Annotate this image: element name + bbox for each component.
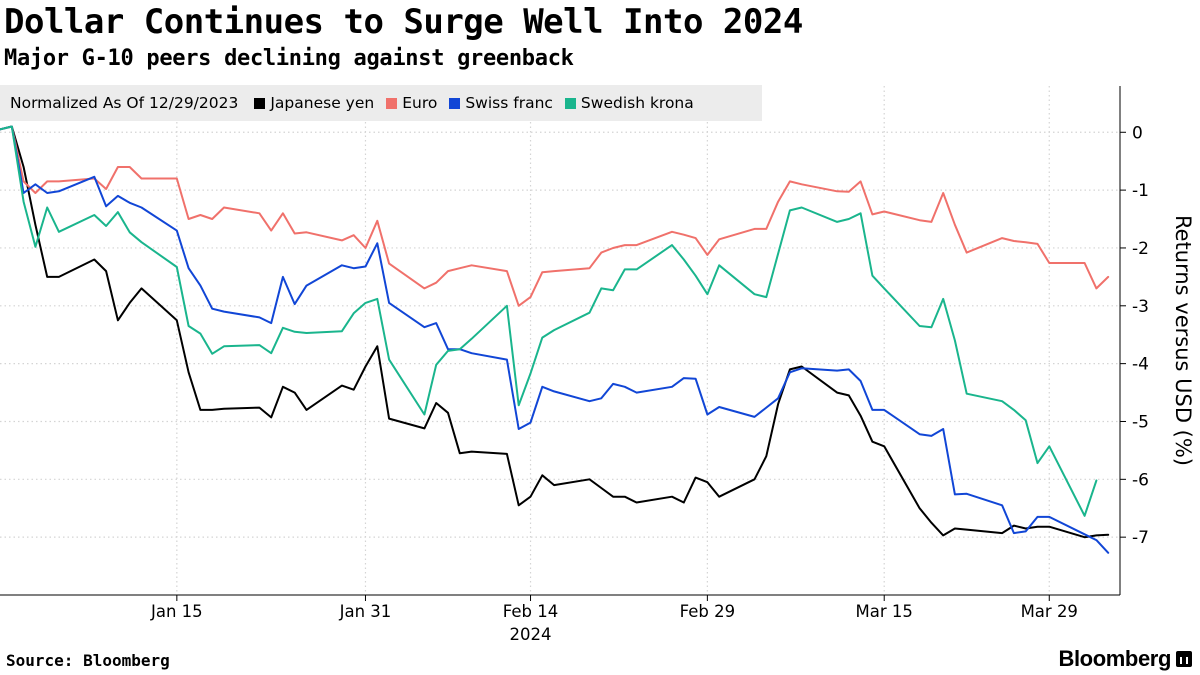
chart-series (0, 125, 1110, 554)
y-tick-label: -1 (1132, 181, 1149, 201)
source-note: Source: Bloomberg (6, 651, 170, 670)
x-tick-label: Mar 15 (856, 602, 913, 621)
y-tick-label: -2 (1132, 239, 1149, 259)
y-tick-label: -7 (1132, 528, 1149, 548)
series-line-franc (0, 125, 1110, 554)
legend-swatch-euro (386, 97, 398, 109)
x-tick-label: Feb 14 (503, 602, 558, 621)
legend-item-euro: Euro (386, 94, 437, 112)
x-tick-label: Jan 31 (339, 602, 392, 621)
legend-label-yen: Japanese yen (270, 94, 375, 112)
chart-axes: Jan 15 Jan 31 Feb 14 Feb 29 Mar 15 Mar 29 2024… (0, 86, 1195, 640)
chart-subtitle: Major G-10 peers declining against green… (4, 46, 574, 71)
series-line-krona (0, 125, 1098, 517)
series-line-euro (0, 125, 1110, 307)
y-tick-label: -4 (1132, 355, 1149, 375)
y-tick-label: -3 (1132, 297, 1149, 317)
y-tick-label: 0 (1132, 123, 1143, 143)
legend-swatch-yen (254, 97, 266, 109)
line-chart: Jan 15 Jan 31 Feb 14 Feb 29 Mar 15 Mar 29 2024… (0, 86, 1195, 640)
legend-swatch-franc (449, 97, 461, 109)
legend-item-franc: Swiss franc (449, 94, 553, 112)
x-tick-label: Mar 29 (1021, 602, 1078, 621)
legend-label-krona: Swedish krona (580, 94, 694, 112)
legend-swatch-krona (564, 97, 576, 109)
y-tick-label: -6 (1132, 470, 1149, 490)
chart-legend: Normalized As Of 12/29/2023 Japanese yen… (0, 85, 762, 121)
chart-grid (0, 86, 1120, 595)
legend-item-yen: Japanese yen (254, 94, 374, 112)
x-tick-label: Jan 15 (150, 602, 203, 621)
chart-title: Dollar Continues to Surge Well Into 2024 (4, 2, 803, 42)
y-tick-label: -5 (1132, 412, 1149, 432)
legend-label-euro: Euro (402, 94, 438, 112)
legend-item-krona: Swedish krona (564, 94, 694, 112)
bloomberg-mark-icon (1176, 651, 1192, 667)
x-year-label: 2024 (510, 625, 552, 640)
x-tick-label: Feb 29 (680, 602, 735, 621)
y-axis-title: Returns versus USD (%) (1171, 215, 1195, 466)
legend-normalization-note: Normalized As Of 12/29/2023 (10, 94, 239, 112)
series-line-yen (0, 125, 1110, 539)
legend-label-franc: Swiss franc (465, 94, 553, 112)
bloomberg-logo: Bloomberg (1058, 646, 1192, 672)
brand-wordmark: Bloomberg (1058, 646, 1171, 671)
